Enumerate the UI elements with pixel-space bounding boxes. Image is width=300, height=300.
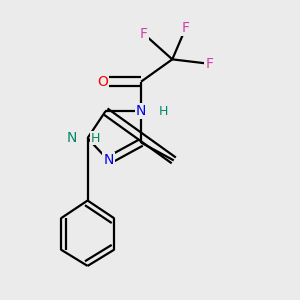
Text: N: N xyxy=(136,104,146,118)
Text: N: N xyxy=(67,131,77,145)
Text: F: F xyxy=(206,57,213,71)
Text: H: H xyxy=(159,105,168,118)
Text: H: H xyxy=(91,132,100,145)
Text: F: F xyxy=(182,21,190,35)
Text: O: O xyxy=(97,75,108,88)
Text: N: N xyxy=(103,153,114,167)
Text: F: F xyxy=(140,27,148,41)
